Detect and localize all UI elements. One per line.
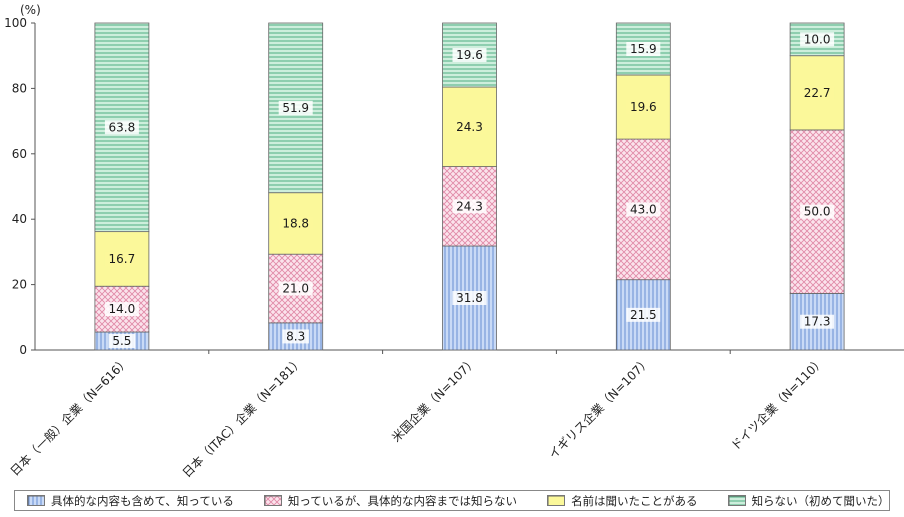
legend-swatch-fill [548,496,565,505]
legend-swatch-fill [728,496,745,505]
legend: 具体的な内容も含めて、知っている 知っているが、具体的な内容までは知らない 名前は聞… [14,490,890,511]
value-label: 24.3 [456,199,483,213]
value-label: 63.8 [109,120,136,134]
value-labels: 5.5 14.0 16.7 63.8 8.3 21.0 18.8 51.9 31.8 24.3 24… [104,32,835,349]
legend-swatch-fill [28,496,44,505]
value-label-bg [626,41,661,56]
legend-label: 名前は聞いたことがある [571,493,698,508]
value-label: 8.3 [286,329,305,343]
category-label: 日本（一般）企業（N=616） [7,354,132,479]
y-tick-label: 60 [12,147,27,161]
legend-item: 名前は聞いたことがある [547,493,698,509]
value-label-bg [452,48,487,63]
y-tick-label: 0 [19,343,27,357]
value-label-bg [278,100,313,115]
value-label: 19.6 [630,100,657,114]
value-label-bg [104,120,139,135]
value-label-bg [278,281,313,296]
category-label: ドイツ企業（N=110） [728,354,828,454]
value-label-bg [800,85,835,100]
value-label: 18.8 [282,216,309,230]
category-label: イギリス企業（N=107） [545,354,653,462]
value-label: 31.8 [456,291,483,305]
stacked-bar-chart: 0 20 40 60 80 100(%) 5.5 14.0 16.7 63.8 8.3 21.0 18… [4,3,904,481]
value-label: 21.0 [282,282,309,296]
value-label-bg [626,100,661,115]
y-tick-label: 80 [12,81,27,95]
value-label-bg [452,291,487,306]
value-label-bg [104,251,139,266]
legend-label: 知らない（初めて聞いた） [751,493,890,508]
legend-label: 具体的な内容も含めて、知っている [51,493,234,508]
value-label: 21.5 [630,308,657,322]
legend-swatch [263,495,282,506]
value-label: 15.9 [630,42,657,56]
value-label: 5.5 [112,334,131,348]
value-label: 24.3 [456,120,483,134]
legend-label: 知っているが、具体的な内容までは知らない [287,493,518,508]
y-tick-label: 40 [12,212,27,226]
legend-swatch [727,495,746,506]
category-label: 日本（ITAC）企業（N=181） [179,354,306,481]
legend-item: 知っているが、具体的な内容までは知らない [263,493,518,509]
value-label-bg [626,307,661,322]
value-label: 10.0 [804,32,831,46]
value-label-bg [104,302,139,317]
value-label: 14.0 [109,302,136,316]
value-label: 51.9 [282,101,309,115]
y-tick-label: 20 [12,278,27,292]
legend-swatch [27,495,45,506]
y-unit-label: (%) [20,3,41,17]
value-label-bg [452,119,487,134]
category-labels: 日本（一般）企業（N=616） 日本（ITAC）企業（N=181） 米国企業（N=1… [7,354,827,481]
value-label: 50.0 [804,205,831,219]
value-label-bg [800,314,835,329]
value-label-bg [626,202,661,217]
value-label-bg [278,216,313,231]
value-label-bg [282,329,309,344]
value-label-bg [800,32,835,47]
value-label-bg [800,204,835,219]
legend-swatch [547,495,566,506]
axes: 0 20 40 60 80 100(%) [4,3,904,357]
bar-segment [268,253,324,324]
value-label-bg [452,199,487,214]
value-label: 43.0 [630,202,657,216]
y-tick-label: 100 [4,16,27,30]
value-label-bg [108,334,136,349]
value-label: 19.6 [456,48,483,62]
category-label: 米国企業（N=107） [388,354,479,445]
legend-item: 具体的な内容も含めて、知っている [27,493,234,509]
value-label: 17.3 [804,315,831,329]
value-label: 16.7 [109,252,136,266]
value-label: 22.7 [804,86,831,100]
legend-swatch-fill [264,496,281,505]
legend-item: 知らない（初めて聞いた） [727,493,890,509]
